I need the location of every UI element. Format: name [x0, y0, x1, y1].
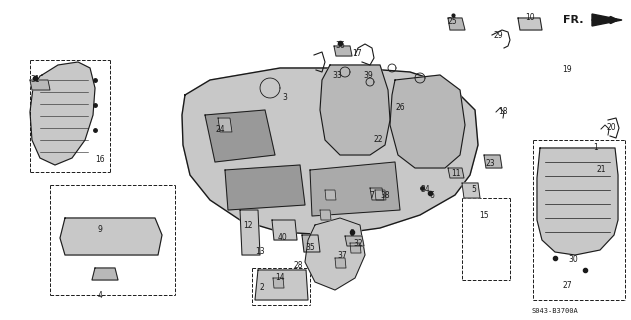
Polygon shape: [255, 270, 308, 300]
Polygon shape: [305, 218, 365, 290]
Text: 39: 39: [363, 70, 373, 79]
Polygon shape: [310, 162, 400, 216]
Text: S043-B3700A: S043-B3700A: [532, 308, 579, 314]
Polygon shape: [60, 218, 162, 255]
Text: 24: 24: [215, 125, 225, 134]
Text: 25: 25: [447, 18, 457, 27]
Polygon shape: [390, 75, 465, 168]
Text: 29: 29: [493, 31, 503, 41]
Polygon shape: [320, 65, 390, 155]
Polygon shape: [334, 46, 352, 56]
Text: 4: 4: [98, 291, 102, 300]
Text: 6: 6: [430, 191, 434, 201]
Polygon shape: [240, 210, 260, 255]
Polygon shape: [30, 62, 95, 165]
Polygon shape: [218, 118, 232, 132]
Polygon shape: [182, 68, 478, 235]
Polygon shape: [302, 235, 320, 252]
Text: 31: 31: [30, 76, 40, 84]
Polygon shape: [320, 210, 331, 220]
Text: 22: 22: [374, 135, 383, 145]
Text: FR.: FR.: [563, 15, 584, 25]
Polygon shape: [225, 165, 305, 210]
Polygon shape: [335, 258, 346, 268]
Text: 16: 16: [95, 156, 105, 164]
Polygon shape: [92, 268, 118, 280]
Text: 2: 2: [259, 284, 264, 292]
Polygon shape: [272, 220, 297, 240]
Polygon shape: [518, 18, 542, 30]
Text: 3: 3: [283, 92, 288, 101]
Text: 28: 28: [293, 260, 303, 269]
Polygon shape: [273, 278, 284, 288]
Text: 13: 13: [255, 247, 265, 257]
Text: 19: 19: [562, 66, 572, 75]
Text: 14: 14: [275, 274, 285, 283]
Polygon shape: [350, 243, 361, 253]
Text: 30: 30: [568, 255, 578, 265]
Text: 37: 37: [337, 251, 347, 260]
Text: 40: 40: [277, 234, 287, 243]
Text: 38: 38: [380, 190, 390, 199]
Polygon shape: [370, 188, 384, 200]
Text: 12: 12: [243, 220, 253, 229]
Text: 36: 36: [335, 41, 345, 50]
Polygon shape: [30, 80, 50, 90]
Text: 8: 8: [350, 229, 355, 238]
Text: 7: 7: [370, 190, 374, 199]
Text: 17: 17: [352, 49, 362, 58]
Text: 15: 15: [479, 211, 489, 220]
Text: 33: 33: [332, 70, 342, 79]
Text: 32: 32: [353, 239, 363, 249]
Polygon shape: [537, 148, 618, 255]
Polygon shape: [375, 190, 386, 200]
Text: 9: 9: [98, 226, 102, 235]
Text: 34: 34: [420, 186, 430, 195]
Polygon shape: [345, 236, 364, 246]
Text: 5: 5: [471, 186, 476, 195]
Text: 27: 27: [562, 281, 572, 290]
Text: 1: 1: [594, 143, 598, 153]
Text: 20: 20: [606, 124, 616, 132]
Polygon shape: [205, 110, 275, 162]
Polygon shape: [592, 14, 622, 26]
Polygon shape: [484, 155, 502, 168]
Text: 10: 10: [525, 13, 535, 22]
Text: 21: 21: [596, 165, 606, 174]
Text: 23: 23: [485, 158, 495, 167]
Text: 26: 26: [395, 103, 405, 113]
Polygon shape: [448, 168, 464, 178]
Polygon shape: [325, 190, 336, 200]
Text: 18: 18: [498, 108, 508, 116]
Polygon shape: [448, 18, 465, 30]
Text: 11: 11: [451, 170, 461, 179]
Polygon shape: [462, 183, 480, 198]
Text: 35: 35: [305, 244, 315, 252]
